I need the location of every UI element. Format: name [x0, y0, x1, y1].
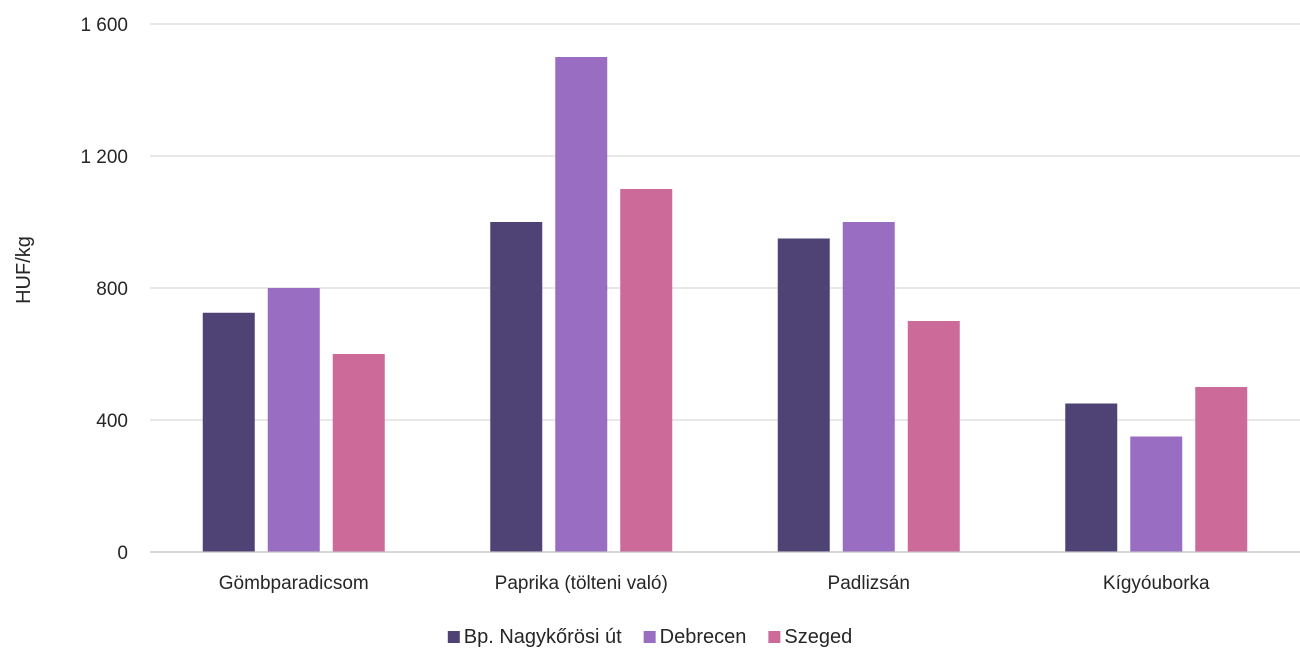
legend-swatch	[643, 631, 656, 643]
bar	[907, 321, 960, 552]
bars	[202, 57, 1248, 552]
bar	[555, 57, 608, 552]
y-tick-label: 800	[96, 279, 128, 300]
bar	[1195, 387, 1248, 552]
y-tick-label: 1 200	[80, 147, 128, 168]
bar	[267, 288, 320, 552]
bar	[490, 222, 543, 552]
x-axis-labels: Gömbparadicsom Paprika (tölteni való) Padl…	[219, 573, 1210, 594]
bar	[1130, 436, 1183, 552]
bar	[620, 189, 673, 552]
x-tick-label: Paprika (tölteni való)	[495, 573, 668, 594]
y-tick-label: 0	[117, 543, 128, 564]
bar	[332, 354, 385, 552]
y-tick-label: 1 600	[80, 15, 128, 36]
legend-label: Szeged	[784, 626, 852, 648]
x-tick-label: Gömbparadicsom	[219, 573, 369, 594]
x-tick-label: Kígyóuborka	[1103, 573, 1210, 594]
y-tick-label: 400	[96, 411, 128, 432]
y-axis-title: HUF/kg	[13, 236, 35, 304]
legend-label: Bp. Nagykőrösi út	[464, 626, 622, 648]
legend-swatch	[447, 631, 460, 643]
y-axis-ticks: 0 400 800 1 200 1 600	[80, 15, 128, 564]
x-tick-label: Padlizsán	[828, 573, 910, 594]
gridlines	[150, 23, 1300, 421]
bar	[202, 312, 255, 552]
bar	[842, 222, 895, 552]
legend-item: Debrecen	[643, 626, 747, 648]
legend-item: Bp. Nagykőrösi út	[447, 626, 622, 648]
legend-label: Debrecen	[660, 626, 747, 648]
legend: Bp. Nagykőrösi út Debrecen Szeged	[447, 626, 852, 648]
bar	[777, 238, 830, 552]
legend-swatch	[768, 631, 781, 643]
bar	[1065, 403, 1118, 552]
legend-item: Szeged	[768, 626, 852, 648]
